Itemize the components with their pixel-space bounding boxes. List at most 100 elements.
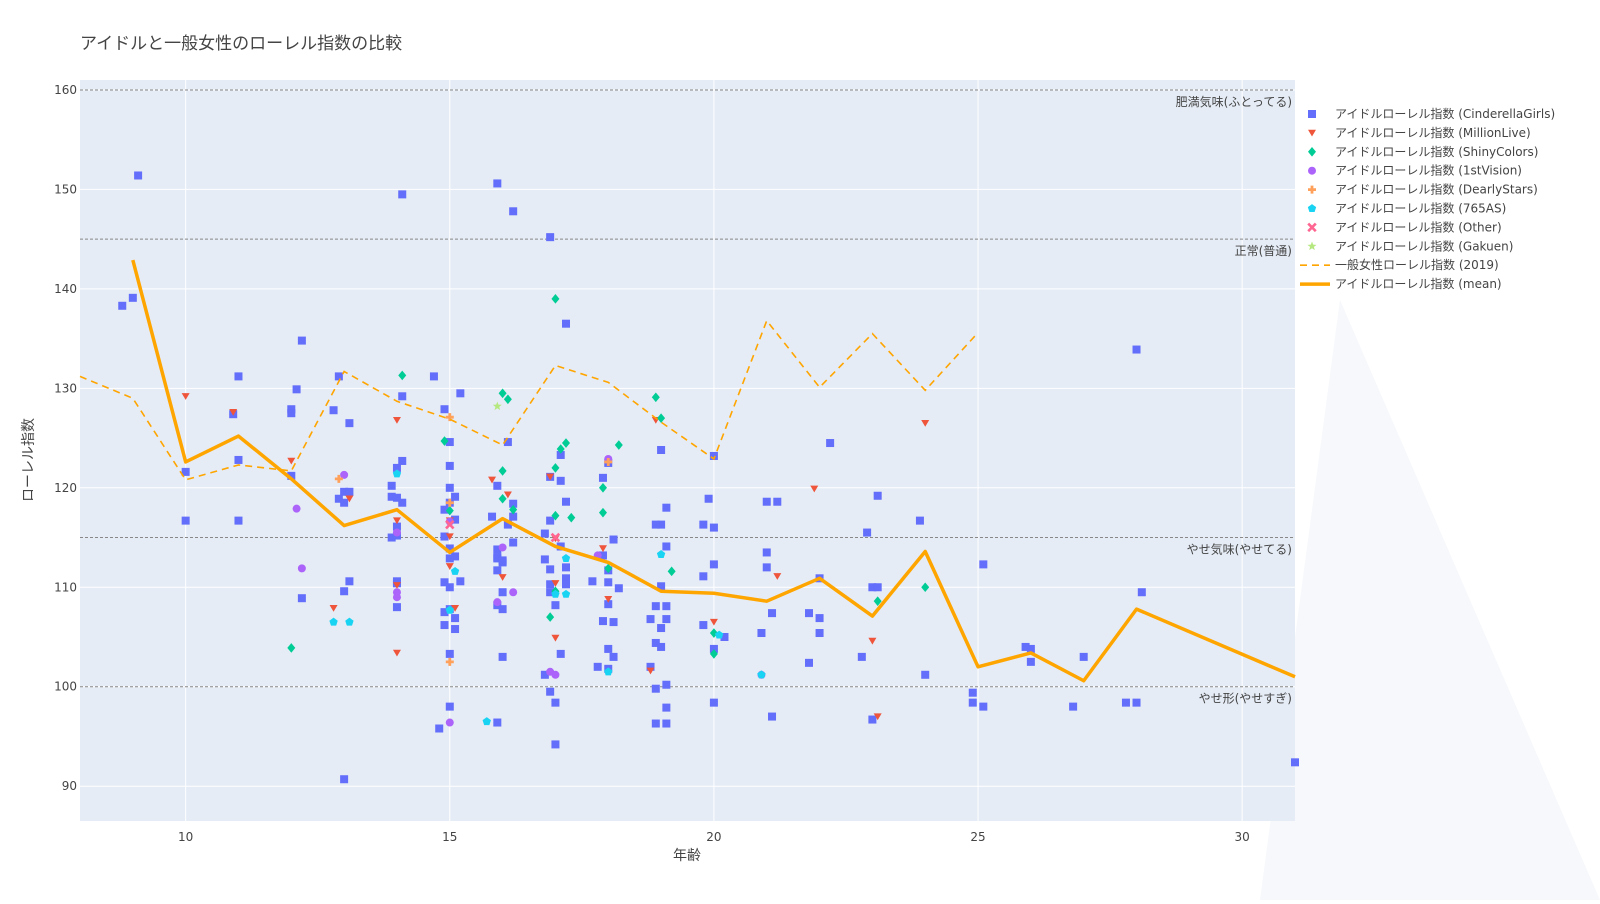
legend-item[interactable]: アイドルローレル指数 (CinderellaGirls) bbox=[1308, 106, 1555, 121]
y-tick-label: 150 bbox=[54, 182, 77, 196]
data-point bbox=[445, 519, 455, 530]
data-point bbox=[815, 629, 824, 638]
data-point bbox=[451, 614, 460, 623]
legend-item[interactable]: アイドルローレル指数 (765AS) bbox=[1307, 201, 1506, 216]
y-tick-label: 140 bbox=[54, 282, 77, 296]
data-point bbox=[546, 516, 555, 525]
data-point bbox=[445, 649, 454, 658]
data-point bbox=[334, 474, 343, 483]
data-point bbox=[699, 572, 708, 581]
data-point bbox=[667, 566, 676, 577]
data-point bbox=[1132, 698, 1141, 707]
data-point bbox=[297, 336, 306, 345]
data-point bbox=[429, 372, 438, 381]
data-point bbox=[657, 446, 666, 455]
data-point bbox=[551, 698, 560, 707]
data-point bbox=[604, 457, 613, 466]
data-point bbox=[598, 551, 607, 560]
data-point bbox=[445, 605, 454, 614]
data-point bbox=[435, 724, 444, 733]
data-point bbox=[498, 493, 507, 504]
legend-item[interactable]: アイドルローレル指数 (Other) bbox=[1307, 219, 1502, 234]
data-point bbox=[562, 574, 570, 583]
legend-item[interactable]: アイドルローレル指数 (1stVision) bbox=[1308, 163, 1522, 178]
legend-item[interactable]: 一般女性ローレル指数 (2019) bbox=[1300, 257, 1499, 272]
series-9 bbox=[131, 259, 1296, 683]
data-point bbox=[292, 385, 301, 394]
data-point bbox=[445, 544, 454, 553]
data-point bbox=[387, 492, 396, 501]
series-4 bbox=[334, 413, 613, 666]
data-point bbox=[181, 467, 190, 476]
data-point bbox=[921, 419, 930, 427]
data-point bbox=[709, 649, 718, 659]
data-point bbox=[646, 615, 655, 624]
data-point bbox=[662, 719, 671, 728]
data-point bbox=[598, 473, 607, 482]
data-point bbox=[773, 573, 782, 580]
data-point bbox=[810, 485, 819, 493]
data-point bbox=[699, 520, 708, 529]
data-point bbox=[551, 294, 560, 304]
data-point bbox=[445, 533, 454, 541]
data-point bbox=[509, 588, 518, 597]
data-point bbox=[651, 684, 660, 693]
legend-swatch bbox=[1307, 241, 1317, 251]
y-tick-label: 130 bbox=[54, 381, 77, 395]
series-layer bbox=[79, 171, 1299, 784]
data-point bbox=[598, 545, 607, 553]
data-point bbox=[598, 507, 607, 518]
data-point bbox=[715, 630, 724, 639]
data-point bbox=[1137, 588, 1146, 597]
data-point bbox=[873, 583, 882, 592]
data-point bbox=[450, 566, 460, 575]
data-point bbox=[392, 469, 402, 478]
data-point bbox=[915, 516, 924, 525]
data-point bbox=[340, 487, 349, 496]
y-tick-labels: 90 100 110 120 130 140 150 160 bbox=[54, 83, 77, 793]
data-point bbox=[503, 520, 512, 529]
data-point bbox=[387, 533, 396, 542]
data-point bbox=[498, 574, 507, 581]
data-point bbox=[451, 552, 460, 561]
y-tick-label: 160 bbox=[54, 83, 77, 97]
data-point bbox=[614, 440, 623, 450]
data-point bbox=[551, 740, 560, 749]
data-point bbox=[482, 717, 491, 726]
data-point bbox=[297, 594, 306, 603]
data-point bbox=[709, 628, 718, 638]
data-point bbox=[709, 618, 718, 626]
legend-item[interactable]: アイドルローレル指数 (mean) bbox=[1300, 276, 1502, 291]
legend-item[interactable]: アイドルローレル指数 (MillionLive) bbox=[1308, 125, 1531, 140]
data-point bbox=[651, 392, 660, 403]
data-point bbox=[651, 602, 660, 611]
data-point bbox=[704, 494, 713, 503]
legend-item[interactable]: アイドルローレル指数 (ShinyColors) bbox=[1308, 144, 1538, 159]
data-point bbox=[598, 617, 607, 626]
data-point bbox=[546, 473, 555, 481]
data-point bbox=[181, 516, 190, 525]
data-point bbox=[662, 615, 671, 624]
legend-item[interactable]: アイドルローレル指数 (DearlyStars) bbox=[1308, 182, 1538, 197]
data-point bbox=[340, 775, 349, 784]
y-tick-label: 110 bbox=[54, 580, 77, 594]
legend-label: アイドルローレル指数 (Other) bbox=[1335, 219, 1502, 234]
legend[interactable]: アイドルローレル指数 (CinderellaGirls) アイドルローレル指数 (… bbox=[1300, 106, 1555, 291]
data-point bbox=[493, 545, 502, 554]
data-point bbox=[873, 491, 882, 500]
data-point bbox=[329, 604, 338, 612]
data-point bbox=[662, 542, 671, 551]
reference-line-label: やせ気味(やせてる) bbox=[1187, 542, 1292, 557]
data-point bbox=[1132, 345, 1141, 354]
data-point bbox=[340, 498, 349, 507]
legend-item[interactable]: アイドルローレル指数 (Gakuen) bbox=[1307, 238, 1513, 253]
data-point bbox=[345, 577, 354, 586]
data-point bbox=[604, 563, 613, 574]
data-point bbox=[234, 516, 243, 525]
legend-label: アイドルローレル指数 (Gakuen) bbox=[1335, 238, 1513, 253]
series-0 bbox=[118, 171, 1299, 784]
data-point bbox=[440, 505, 449, 514]
data-point bbox=[561, 589, 571, 598]
data-point bbox=[134, 171, 143, 180]
data-point bbox=[562, 497, 570, 506]
